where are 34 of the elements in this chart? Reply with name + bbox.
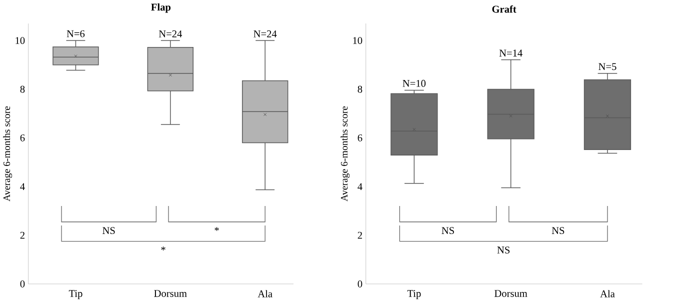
annotation: NS <box>102 227 115 234</box>
y-tick-label: 8 <box>20 86 25 93</box>
x-tick-label: Ala <box>600 290 615 298</box>
annotation: NS <box>442 227 454 234</box>
y-tick-label: 2 <box>358 232 362 239</box>
x-tick-label: Ala <box>258 290 272 298</box>
x-tick-label: Dorsum <box>154 290 187 297</box>
annotation: NS <box>552 227 564 234</box>
chart-title: Flap <box>151 3 171 13</box>
x-tick-label: Tip <box>68 290 82 299</box>
annotation: * <box>214 227 219 231</box>
y-tick-label: 4 <box>20 183 25 190</box>
annotation: N=5 <box>598 63 616 70</box>
y-axis-title: Average 6-months score <box>3 106 12 202</box>
annotation: N=6 <box>66 30 85 38</box>
y-tick-label: 4 <box>358 183 362 190</box>
annotation: NS <box>497 246 510 254</box>
annotation: N=10 <box>402 80 426 87</box>
y-tick-label: 2 <box>20 232 24 239</box>
y-axis-title: Average 6-months score <box>340 106 350 202</box>
chart-title: Graft <box>492 5 516 13</box>
x-tick-label: Dorsum <box>494 290 528 297</box>
y-tick-label: 8 <box>358 86 362 93</box>
y-tick-label: 10 <box>353 36 362 44</box>
y-tick-label: 10 <box>16 36 25 44</box>
annotation: * <box>161 246 166 250</box>
y-tick-label: 0 <box>358 280 362 288</box>
y-tick-label: 6 <box>20 134 25 142</box>
annotation: N=24 <box>158 30 182 38</box>
x-tick-label: Tip <box>407 290 421 299</box>
annotation: N=14 <box>499 50 522 56</box>
annotation: N=24 <box>254 30 277 38</box>
y-tick-label: 0 <box>20 280 25 288</box>
y-tick-label: 6 <box>358 134 362 142</box>
